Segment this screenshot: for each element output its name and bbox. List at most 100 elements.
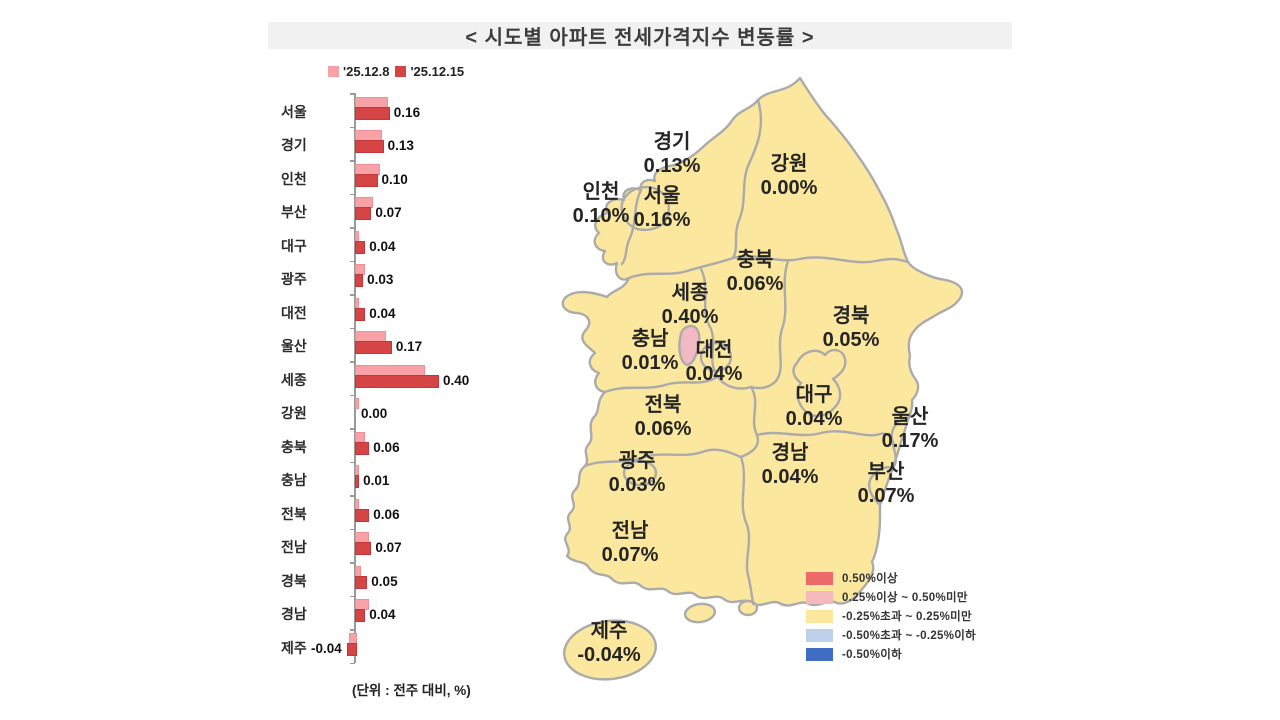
bar-category-label: 강원: [281, 405, 307, 422]
bar-curr-13: [355, 542, 372, 556]
map-region-value: 0.01%: [622, 352, 679, 374]
map-region-name: 충북: [737, 248, 774, 271]
axis-tick: [350, 394, 355, 396]
map-region-name: 강원: [771, 152, 808, 175]
map-province-borders: [583, 98, 912, 606]
map-labels: 경기0.13% 강원0.00%인천0.10%서울0.16%충북0.06%세종0.4…: [573, 130, 939, 666]
legend-swatch-red: [395, 66, 407, 77]
map-region-sejong: [678, 324, 701, 367]
axis-tick: [350, 495, 355, 497]
page-title: < 시도별 아파트 전세가격지수 변동률 >: [465, 27, 815, 49]
map-region-name: 경북: [833, 304, 870, 327]
map-region-value: 0.10%: [573, 205, 630, 227]
map-region-name: 세종: [672, 281, 709, 304]
axis-tick: [350, 227, 355, 229]
bar-category-label: 제주: [281, 639, 307, 656]
map-region-value: 0.04%: [762, 466, 819, 488]
map-legend-label: 0.25%이상 ~ 0.50%미만: [842, 592, 968, 604]
map-region-name: 전남: [612, 519, 649, 542]
map-legend-swatch: [806, 590, 833, 604]
map-region-value: 0.16%: [634, 209, 691, 231]
map-region-value: 0.07%: [602, 544, 659, 566]
map-region-value: 0.06%: [727, 273, 784, 295]
map-region-value: 0.07%: [858, 485, 915, 507]
bar-value-label: 0.06: [373, 506, 400, 522]
bar-value-label: 0.13: [387, 138, 414, 154]
axis-tick: [350, 294, 355, 296]
bar-category-label: 경기: [281, 137, 307, 154]
bar-category-label: 경남: [281, 606, 307, 623]
bar-category-label: 인천: [281, 170, 307, 187]
map-island-south1: [683, 602, 717, 624]
bar-value-label: -0.04: [311, 640, 342, 656]
bar-prev-9: [355, 398, 359, 410]
bar-value-label: 0.10: [381, 171, 408, 187]
bar-value-label: 0.16: [393, 104, 421, 120]
bar-curr-8: [355, 374, 439, 388]
legend-swatch-pink: [328, 66, 339, 77]
bar-value-label: 0.04: [369, 305, 396, 321]
map-region-name: 인천: [583, 180, 620, 203]
bar-category-label: 서울: [281, 103, 307, 120]
unit-footnote: (단위 : 전주 대비, %): [352, 683, 471, 698]
bar-value-label: 0.05: [371, 573, 398, 589]
legend-label-prev: '25.12.8: [343, 64, 390, 79]
bar-curr-2: [355, 173, 378, 187]
bar-value-label: 0.06: [373, 439, 400, 455]
bar-curr-14: [355, 575, 368, 589]
map-region-value: 0.40%: [662, 306, 719, 328]
map-region-name: 부산: [868, 460, 905, 483]
map-region-value: 0.05%: [823, 329, 880, 351]
bar-value-label: 0.03: [367, 272, 394, 288]
bar-curr-3: [355, 207, 372, 221]
chart-legend: '25.12.8 '25.12.15: [328, 64, 464, 79]
axis-tick: [350, 461, 355, 463]
map-legend-row: -0.50%초과 ~ -0.25%이하: [806, 628, 976, 642]
axis-tick: [350, 126, 355, 128]
map-legend-row: 0.50%이상: [806, 571, 976, 585]
map-region-value: 0.04%: [786, 408, 843, 430]
map-mainland: [561, 76, 964, 607]
bar-curr-15: [355, 609, 366, 623]
bar-category-label: 대구: [281, 237, 307, 254]
bar-value-label: 0.04: [369, 607, 396, 623]
map-legend-row: 0.25%이상 ~ 0.50%미만: [806, 590, 976, 604]
axis-tick: [350, 260, 355, 262]
map-region-name: 광주: [619, 449, 656, 472]
map-region-value: 0.00%: [761, 177, 818, 199]
map-legend-label: -0.50%이하: [842, 649, 902, 661]
map-region-value: 0.06%: [635, 418, 692, 440]
bar-category-label: 울산: [281, 338, 307, 355]
map-region-name: 전북: [645, 393, 682, 416]
map-region-value: 0.13%: [644, 155, 701, 177]
legend-item-prev: '25.12.8: [328, 64, 389, 79]
map-region-name: 서울: [644, 184, 681, 207]
axis-tick: [350, 327, 355, 329]
bar-value-label: 0.40: [443, 372, 470, 388]
map-region-value: -0.04%: [577, 644, 641, 666]
bar-curr-7: [355, 341, 392, 355]
axis-tick: [350, 562, 355, 564]
bar-category-label: 전북: [281, 505, 307, 522]
axis-tick: [350, 528, 355, 530]
axis-tick: [350, 662, 355, 664]
map-island-south2: [737, 599, 759, 617]
bar-curr-12: [355, 508, 370, 522]
map-region-value: 0.04%: [686, 363, 743, 385]
map-region-name: 대구: [796, 383, 833, 406]
map-region-value: 0.03%: [609, 474, 666, 496]
bar-curr-0: [355, 106, 390, 120]
map-legend-row: -0.25%초과 ~ 0.25%미만: [806, 609, 976, 623]
bar-value-label: 0.17: [395, 339, 423, 355]
bar-value-label: 0.00: [361, 406, 388, 422]
map-legend-swatch: [806, 609, 833, 623]
map-legend-swatch: [806, 628, 833, 642]
bar-category-label: 전남: [281, 539, 307, 556]
map-region-jeju: [563, 619, 657, 681]
bar-category-label: 경북: [281, 572, 307, 589]
legend-item-curr: '25.12.15: [395, 64, 464, 79]
axis-tick: [350, 361, 355, 363]
bar-curr-5: [355, 274, 364, 288]
